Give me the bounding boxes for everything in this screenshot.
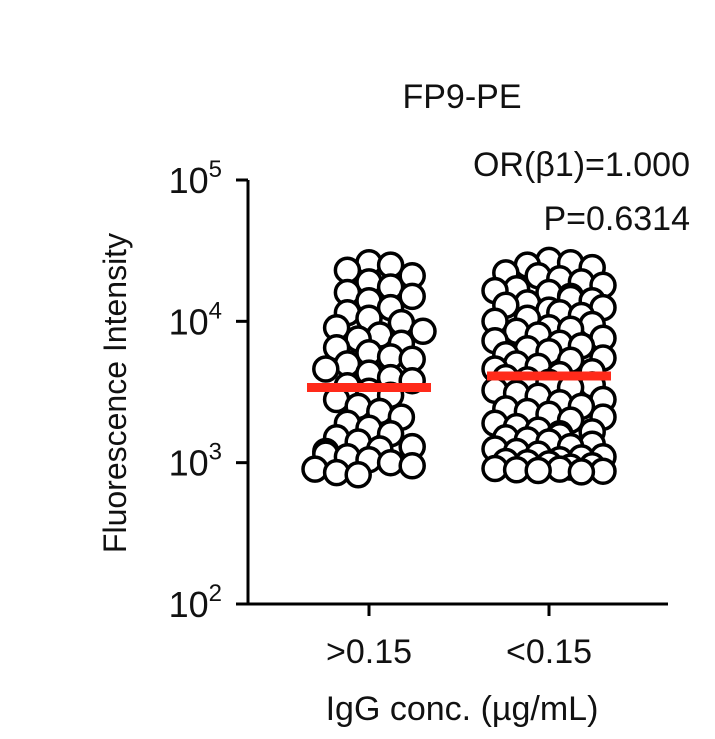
odds-ratio-annotation: OR(β1)=1.000 (473, 146, 690, 184)
y-tick-label-base: 10 (169, 584, 209, 625)
p-value-annotation: P=0.6314 (543, 200, 690, 238)
data-point-gt015-23 (312, 355, 340, 383)
x-axis-label: IgG conc. (µg/mL) (326, 690, 599, 728)
chart-title: FP9-PE (402, 78, 521, 116)
data-point-gt015-49 (344, 461, 372, 489)
y-tick-label-exponent: 5 (209, 156, 222, 183)
y-tick-label-base: 10 (169, 301, 209, 342)
data-point-gt015-7 (398, 282, 426, 311)
y-tick-label-0: 102 (169, 580, 222, 625)
y-tick-label-exponent: 3 (209, 439, 222, 466)
y-tick-label-3: 105 (169, 156, 222, 201)
data-point-gt015-14 (409, 317, 437, 346)
y-tick-label-base: 10 (169, 160, 209, 201)
y-axis-label: Fluorescence Intensity (97, 233, 133, 553)
y-tick-label-2: 104 (169, 297, 222, 342)
data-point-lt015-85 (567, 458, 596, 486)
median-lines (307, 371, 611, 393)
y-tick-label-exponent: 2 (209, 580, 222, 607)
y-tick-label-exponent: 4 (209, 297, 222, 324)
data-points (301, 246, 617, 489)
y-tick-label-base: 10 (169, 443, 209, 484)
y-tick-label-1: 103 (169, 439, 222, 484)
x-tick-label-lt015: <0.15 (506, 633, 592, 671)
x-tick-label-gt015: >0.15 (326, 633, 412, 671)
data-point-lt015-83 (524, 456, 552, 485)
data-point-gt015-46 (398, 452, 426, 480)
